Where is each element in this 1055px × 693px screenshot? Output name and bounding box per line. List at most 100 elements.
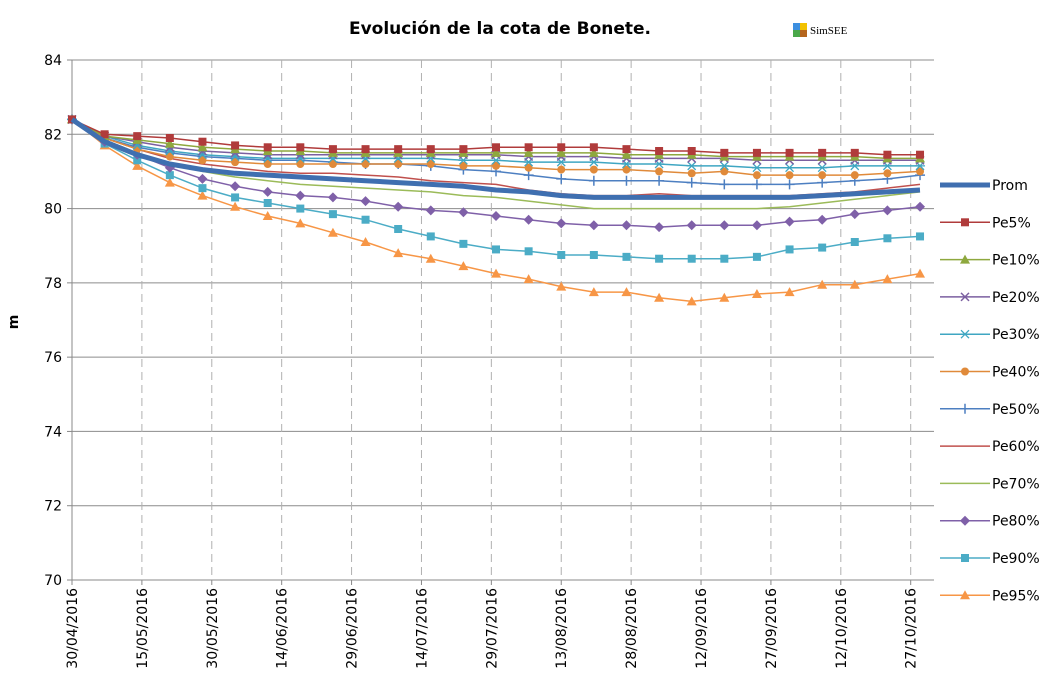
- marker: [426, 145, 435, 154]
- marker: [133, 132, 142, 141]
- y-tick-label: 78: [44, 276, 62, 292]
- logo-square: [800, 30, 807, 37]
- legend-label: Pe70%: [992, 476, 1040, 492]
- marker: [916, 232, 925, 241]
- marker: [262, 186, 273, 197]
- marker: [817, 214, 828, 225]
- legend-label: Pe90%: [992, 551, 1040, 567]
- marker: [882, 205, 893, 216]
- y-axis-label: m: [6, 315, 22, 330]
- x-tick-label: 30/05/2016: [205, 588, 221, 669]
- y-tick-label: 76: [44, 350, 62, 366]
- marker: [197, 173, 208, 184]
- x-tick-label: 27/10/2016: [904, 588, 920, 669]
- legend-marker: [960, 329, 970, 339]
- legend-marker: [960, 590, 970, 600]
- marker: [784, 179, 795, 190]
- marker: [524, 247, 533, 256]
- marker: [850, 171, 859, 180]
- marker: [230, 201, 241, 211]
- marker: [686, 296, 697, 306]
- logo-square: [793, 23, 800, 30]
- logo: SimSEE: [793, 23, 848, 37]
- marker: [263, 143, 272, 152]
- marker: [621, 149, 632, 159]
- marker: [622, 165, 631, 174]
- marker: [198, 184, 207, 193]
- marker: [426, 160, 435, 168]
- logo-text: SimSEE: [810, 25, 848, 37]
- marker: [165, 152, 174, 161]
- marker: [785, 171, 794, 180]
- legend-item: Pe50%: [940, 402, 1040, 418]
- marker: [785, 245, 794, 254]
- marker: [818, 148, 827, 157]
- legend-item: Pe5%: [940, 215, 1031, 231]
- marker: [850, 148, 859, 157]
- marker: [361, 215, 370, 224]
- marker: [327, 227, 338, 237]
- marker: [882, 274, 893, 284]
- marker: [426, 232, 435, 241]
- marker: [589, 251, 598, 259]
- x-tick-label: 29/07/2016: [484, 588, 500, 669]
- legend-item: Pe70%: [940, 476, 1040, 492]
- marker: [654, 292, 665, 302]
- marker: [197, 190, 208, 200]
- marker: [394, 145, 403, 154]
- legend-item: Pe95%: [940, 588, 1040, 604]
- marker: [686, 220, 697, 231]
- marker: [165, 171, 174, 180]
- marker: [915, 268, 926, 278]
- marker: [850, 238, 859, 246]
- marker: [883, 150, 892, 159]
- marker: [164, 138, 175, 148]
- marker: [751, 220, 762, 231]
- x-tick-label: 12/10/2016: [834, 588, 850, 669]
- marker: [262, 211, 273, 220]
- marker: [393, 201, 404, 212]
- marker: [622, 252, 631, 261]
- legend-item: Pe80%: [940, 514, 1040, 530]
- marker: [394, 160, 403, 168]
- x-tick-label: 29/06/2016: [345, 588, 361, 669]
- marker: [720, 167, 729, 176]
- marker: [491, 147, 502, 157]
- marker: [523, 147, 534, 157]
- legend-label: Pe20%: [992, 290, 1040, 306]
- marker: [556, 218, 567, 229]
- marker: [557, 165, 566, 174]
- legend-marker: [961, 367, 969, 376]
- logo-square: [793, 30, 800, 37]
- marker: [785, 148, 794, 157]
- marker: [524, 163, 533, 172]
- marker: [523, 214, 534, 225]
- legend-label: Pe5%: [992, 215, 1031, 231]
- y-tick-label: 74: [44, 424, 62, 440]
- marker: [458, 261, 469, 271]
- series: [70, 117, 921, 200]
- legend-marker: [960, 515, 970, 526]
- marker: [849, 209, 860, 220]
- marker: [589, 165, 598, 174]
- y-tick-label: 84: [44, 53, 62, 69]
- marker: [588, 220, 599, 231]
- marker: [492, 245, 501, 254]
- marker: [361, 160, 370, 168]
- marker: [263, 160, 272, 168]
- marker: [883, 169, 892, 178]
- marker: [425, 205, 436, 216]
- y-tick-label: 70: [44, 573, 62, 589]
- legend-marker: [961, 554, 969, 562]
- marker: [818, 243, 827, 252]
- legend-label: Pe95%: [992, 588, 1040, 604]
- marker: [197, 142, 208, 152]
- marker: [719, 220, 730, 231]
- marker: [231, 141, 240, 150]
- x-tick-label: 15/05/2016: [135, 588, 151, 669]
- marker: [589, 143, 598, 152]
- marker: [817, 279, 828, 289]
- x-tick-label: 30/04/2016: [65, 588, 81, 669]
- marker: [883, 234, 892, 243]
- marker: [296, 204, 305, 213]
